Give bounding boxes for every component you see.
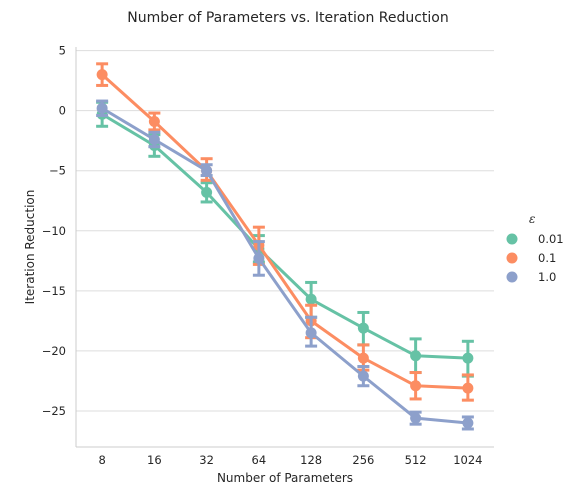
y-tick-label: 5 [59, 44, 66, 58]
series-line [100, 106, 470, 425]
legend-label: 0.01 [538, 232, 564, 246]
data-point [201, 186, 213, 198]
y-tick-label: −10 [42, 224, 66, 238]
y-tick-label: 0 [59, 104, 66, 118]
x-tick-label: 32 [199, 453, 214, 467]
axes [75, 47, 494, 448]
data-point [462, 382, 474, 394]
x-tick-label: 8 [98, 453, 105, 467]
data-point [96, 102, 108, 114]
y-tick-label: −20 [42, 344, 66, 358]
data-point [462, 352, 474, 364]
series-line [100, 112, 470, 360]
data-point [410, 380, 422, 392]
data-point [410, 412, 422, 424]
legend-marker [506, 233, 518, 245]
x-tick-label: 64 [252, 453, 267, 467]
series-line [100, 73, 470, 390]
x-axis-label: Number of Parameters [217, 471, 353, 485]
x-tick-label: 256 [352, 453, 374, 467]
x-tick-label: 16 [147, 453, 162, 467]
data-point [357, 370, 369, 382]
data-point [253, 252, 265, 264]
x-tick-label: 512 [405, 453, 427, 467]
legend-marker [506, 271, 518, 283]
legend: ε 0.01 0.1 1.0 [506, 212, 564, 284]
legend-label: 1.0 [538, 270, 556, 284]
data-point [305, 293, 317, 305]
data-point [305, 327, 317, 339]
legend-title: ε [529, 212, 535, 226]
y-tick-label: −5 [49, 164, 66, 178]
chart-title: Number of Parameters vs. Iteration Reduc… [127, 10, 449, 26]
data-point [96, 69, 108, 81]
y-tick-label: −25 [42, 404, 66, 418]
series-0.1 [96, 62, 474, 402]
tick-labels: 5 0 −5 −10 −15 −20 −25 8 16 32 64 128 256 512 1024 [42, 44, 483, 467]
series-1.0 [96, 99, 474, 431]
data-point [148, 133, 160, 145]
y-axis-label: Iteration Reduction [23, 190, 37, 305]
x-tick-label: 128 [300, 453, 322, 467]
data-point [357, 322, 369, 334]
data-point [148, 115, 160, 127]
data-point [462, 417, 474, 429]
data-point [357, 352, 369, 364]
x-tick-label: 1024 [453, 453, 482, 467]
legend-label: 0.1 [538, 251, 556, 265]
y-tick-label: −15 [42, 284, 66, 298]
data-point [410, 350, 422, 362]
grid [76, 50, 494, 412]
series-layer [96, 62, 474, 431]
legend-marker [506, 252, 518, 264]
data-point [201, 165, 213, 177]
